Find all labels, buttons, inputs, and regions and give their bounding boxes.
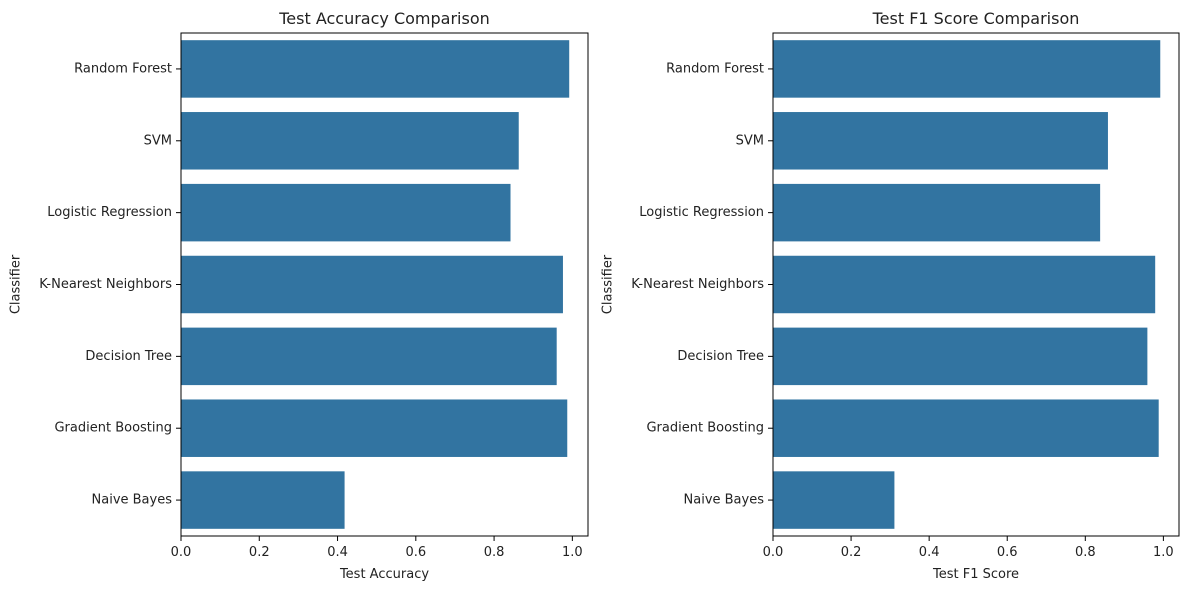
accuracy-x-tick-label: 1.0 bbox=[562, 545, 583, 560]
accuracy-x-tick-label: 0.2 bbox=[249, 545, 270, 560]
accuracy-category-label: Naive Bayes bbox=[92, 493, 173, 508]
accuracy-bar bbox=[181, 255, 563, 314]
accuracy-x-axis-label: Test Accuracy bbox=[339, 567, 429, 582]
accuracy-category-label: Random Forest bbox=[74, 61, 172, 76]
accuracy-y-axis-label: Classifier bbox=[9, 254, 24, 314]
accuracy-category-label: SVM bbox=[144, 133, 172, 148]
accuracy-x-tick-label: 0.4 bbox=[327, 545, 348, 560]
f1-y-axis-label: Classifier bbox=[601, 254, 616, 314]
accuracy-category-label: Logistic Regression bbox=[47, 205, 172, 220]
f1-bar bbox=[773, 255, 1156, 314]
accuracy-bar bbox=[181, 40, 570, 98]
accuracy-chart-panel: Random Forest SVM Logistic Regression K-Nea… bbox=[9, 9, 589, 582]
accuracy-category-label: K-Nearest Neighbors bbox=[39, 277, 172, 292]
f1-bar bbox=[773, 40, 1161, 98]
f1-x-tick-label: 0.2 bbox=[841, 545, 862, 560]
accuracy-bar bbox=[181, 183, 511, 242]
accuracy-x-tick-label: 0.8 bbox=[484, 545, 505, 560]
f1-category-label: SVM bbox=[736, 133, 764, 148]
accuracy-category-label: Gradient Boosting bbox=[54, 421, 172, 436]
f1-category-label: Logistic Regression bbox=[639, 205, 764, 220]
f1-bar bbox=[773, 471, 895, 529]
f1-x-tick-label: 0.8 bbox=[1075, 545, 1096, 560]
f1-chart-panel: Random Forest SVM Logistic Regression K-Nea… bbox=[601, 9, 1180, 582]
accuracy-x-tick-label: 0.6 bbox=[405, 545, 426, 560]
f1-bar bbox=[773, 327, 1148, 386]
f1-category-label: Gradient Boosting bbox=[646, 421, 764, 436]
f1-x-axis-label: Test F1 Score bbox=[932, 567, 1019, 582]
f1-bar bbox=[773, 183, 1101, 242]
f1-category-label: Naive Bayes bbox=[684, 493, 765, 508]
f1-category-label: Random Forest bbox=[666, 61, 764, 76]
f1-x-tick-label: 1.0 bbox=[1153, 545, 1174, 560]
accuracy-chart-title: Test Accuracy Comparison bbox=[278, 9, 490, 28]
accuracy-x-tick-label: 0.0 bbox=[171, 545, 192, 560]
f1-x-tick-label: 0.4 bbox=[919, 545, 940, 560]
f1-x-tick-label: 0.0 bbox=[763, 545, 784, 560]
f1-category-label: Decision Tree bbox=[677, 349, 764, 364]
f1-bar bbox=[773, 399, 1159, 457]
f1-bar bbox=[773, 112, 1108, 170]
accuracy-bar bbox=[181, 327, 557, 386]
accuracy-bar bbox=[181, 112, 519, 170]
f1-category-label: K-Nearest Neighbors bbox=[631, 277, 764, 292]
accuracy-category-label: Decision Tree bbox=[85, 349, 172, 364]
f1-x-tick-label: 0.6 bbox=[997, 545, 1018, 560]
accuracy-bar bbox=[181, 399, 568, 457]
f1-chart-title: Test F1 Score Comparison bbox=[872, 9, 1080, 28]
accuracy-bar bbox=[181, 471, 345, 529]
